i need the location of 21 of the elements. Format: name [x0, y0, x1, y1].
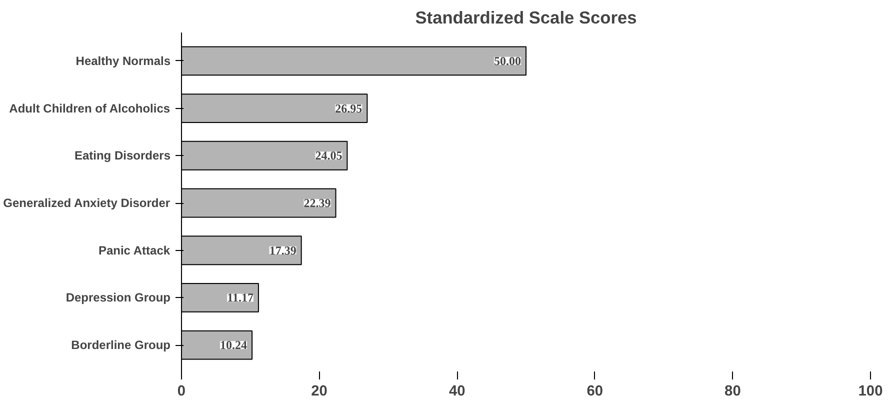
- y-tick-label: Eating Disorders: [74, 148, 171, 163]
- data-label: 11.17: [227, 290, 254, 305]
- y-tick-label: Generalized Anxiety Disorder: [3, 196, 170, 210]
- y-tick-label: Panic Attack: [98, 243, 170, 258]
- data-label: 50.00: [494, 54, 521, 68]
- chart-title: Standardized Scale Scores: [415, 8, 637, 28]
- data-label: 26.95: [335, 101, 362, 116]
- x-tick-label: 20: [311, 384, 328, 400]
- x-tick-label: 60: [586, 384, 604, 400]
- y-tick-label: Adult Children of Alcoholics: [9, 101, 170, 116]
- data-label: 17.39: [269, 243, 296, 258]
- y-tick-label: Healthy Normals: [76, 54, 171, 68]
- data-label: 22.39: [304, 196, 331, 210]
- x-tick-label: 40: [448, 384, 466, 400]
- y-tick-label: Borderline Group: [71, 338, 171, 352]
- y-tick-label: Depression Group: [66, 290, 171, 305]
- data-label: 10.24: [220, 338, 248, 352]
- x-tick-label: 80: [724, 384, 741, 400]
- data-label: 24.05: [315, 148, 342, 163]
- x-tick-label: 100: [858, 384, 883, 400]
- x-tick-label: 0: [177, 384, 186, 400]
